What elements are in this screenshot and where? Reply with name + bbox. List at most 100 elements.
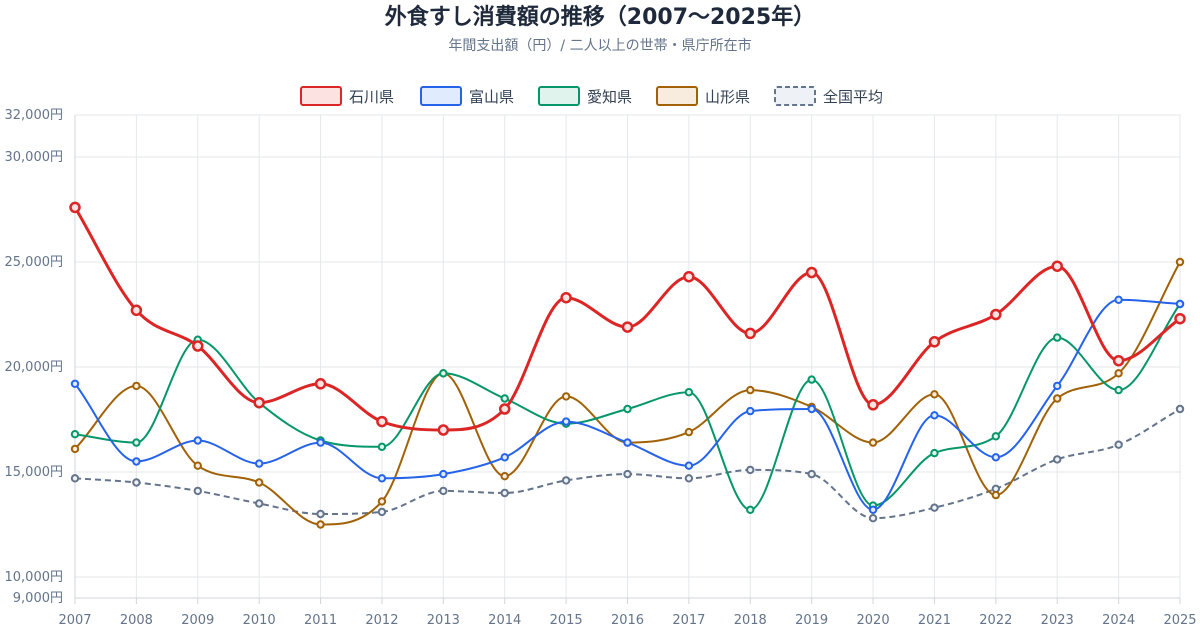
y-tick-label: 9,000円 [13,591,63,606]
data-point [316,509,325,519]
data-point [746,406,755,416]
legend-item: 石川県 [300,86,394,106]
data-point [439,369,448,378]
data-point [930,448,939,458]
x-tick-label: 2019 [795,613,828,628]
data-point [1053,394,1062,403]
data-point [439,486,448,496]
legend-item: 富山県 [420,86,514,106]
data-point [1175,299,1185,309]
y-tick-label: 20,000円 [5,360,64,375]
data-point [1053,381,1062,391]
data-point [500,472,509,481]
data-point [314,378,327,390]
data-point [930,411,939,420]
data-point [70,474,80,483]
legend-label: 石川県 [349,88,394,106]
legend-label: 山形県 [705,88,750,106]
data-point [193,436,202,445]
x-tick-label: 2007 [58,613,91,628]
data-point [439,469,448,479]
legend-label: 全国平均 [823,88,883,106]
legend-label: 愛知県 [587,88,632,106]
data-point [1053,333,1062,342]
data-point [560,291,572,304]
legend-swatch [300,86,342,106]
data-point [254,459,264,468]
x-tick-label: 2024 [1102,613,1135,628]
data-point [130,304,143,317]
data-point [437,424,450,436]
data-point [376,415,388,428]
x-tick-label: 2025 [1163,613,1196,628]
data-point [70,444,80,454]
data-point [193,461,202,470]
data-point [1114,385,1123,395]
series-4 [70,404,1185,523]
data-point [807,404,816,414]
data-point [500,394,509,403]
data-point [991,490,1001,500]
legend-label: 富山県 [469,88,514,106]
x-tick-label: 2012 [365,613,398,628]
legend-swatch [656,86,698,106]
legend: 石川県 富山県 愛知県 山形県 全国平均 [300,86,883,106]
y-tick-label: 25,000円 [5,255,64,270]
data-point [623,404,632,414]
series-1 [70,295,1185,514]
legend-swatch [538,86,580,106]
legend-item: 愛知県 [538,86,632,106]
data-point [193,486,202,496]
data-point [132,457,141,466]
data-point [254,499,264,508]
data-point [69,201,81,214]
x-tick-label: 2011 [304,613,337,628]
x-tick-label: 2022 [979,613,1012,628]
data-point [1051,260,1063,272]
data-point [132,438,141,447]
x-tick-label: 2015 [550,613,583,628]
data-point [621,321,634,333]
legend-item: 全国平均 [774,86,883,106]
legend-item: 山形県 [656,86,750,106]
x-tick-label: 2013 [427,613,460,628]
data-point [1053,455,1062,464]
x-tick-label: 2010 [243,613,276,628]
data-point [70,430,80,439]
series-layer [69,201,1186,529]
x-tick-label: 2018 [734,613,767,628]
data-point [1175,404,1185,414]
data-point [377,442,387,451]
data-point [500,453,509,462]
data-point [1174,312,1186,325]
y-tick-label: 30,000円 [5,150,64,165]
data-point [1114,369,1123,378]
data-point [684,461,694,470]
data-point [70,379,80,388]
data-point [930,503,939,512]
x-tick-label: 2014 [488,613,521,628]
x-tick-label: 2021 [918,613,951,628]
y-tick-label: 10,000円 [5,570,64,585]
grid-layer [74,114,1181,599]
chart-title: 外食すし消費額の推移（2007〜2025年） [385,4,815,30]
data-point [253,396,265,409]
legend-swatch [420,86,462,106]
data-point [684,474,694,483]
data-point [623,469,632,479]
data-point [928,336,941,348]
data-point [868,505,878,514]
data-point [868,438,878,447]
data-point [498,403,511,415]
data-point [868,514,878,523]
data-point [746,465,755,475]
data-point [746,505,755,514]
x-tick-label: 2009 [181,613,214,628]
y-tick-label: 15,000円 [5,465,64,480]
x-tick-label: 2017 [672,613,705,628]
x-tick-label: 2008 [120,613,153,628]
data-point [561,392,571,401]
data-point [561,476,571,485]
data-point [867,399,879,411]
